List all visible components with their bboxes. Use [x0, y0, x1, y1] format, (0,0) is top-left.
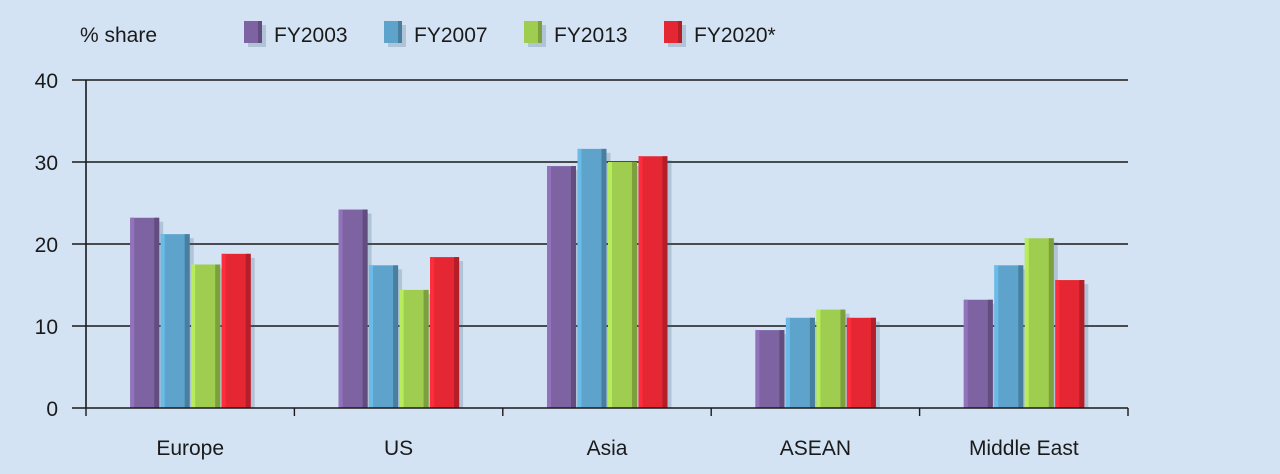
bar-highlight: [338, 209, 343, 408]
legend-label: FY2013: [554, 24, 628, 47]
bar-edge: [870, 317, 876, 408]
legend-label: FY2003: [274, 24, 348, 47]
bar-highlight: [191, 264, 196, 408]
bar-highlight: [963, 299, 968, 408]
bar-edge: [809, 317, 815, 408]
bar-highlight: [430, 257, 435, 408]
bar-edge: [393, 265, 399, 408]
x-tick-label: ASEAN: [780, 437, 851, 460]
bar-edge: [454, 257, 460, 408]
bar-edge: [1048, 238, 1054, 408]
legend-label: FY2020*: [694, 24, 776, 47]
bar-edge: [632, 162, 637, 408]
y-tick-label: 30: [35, 152, 58, 175]
y-tick-label: 0: [46, 398, 58, 421]
bar-highlight: [785, 317, 790, 408]
bar-highlight: [221, 253, 226, 408]
legend-swatch-edge: [258, 21, 262, 43]
bar-edge: [1018, 265, 1024, 408]
bar-highlight: [547, 166, 551, 408]
y-tick-label: 40: [35, 70, 58, 93]
bar-edge: [601, 148, 607, 408]
x-tick-label: Europe: [156, 437, 224, 460]
bar-highlight: [608, 162, 612, 408]
bar-edge: [571, 166, 576, 408]
axes: [72, 80, 1129, 416]
bar-highlight: [816, 309, 821, 408]
bar-highlight: [994, 265, 999, 408]
bar-edge: [184, 234, 190, 408]
bar-edge: [840, 309, 846, 408]
bar-edge: [987, 299, 993, 408]
bar-highlight: [1055, 280, 1060, 408]
x-tick-label: Middle East: [969, 437, 1079, 460]
bar-highlight: [755, 330, 760, 408]
legend-label: FY2007: [414, 24, 488, 47]
bar-highlight: [577, 148, 582, 408]
legend-swatch-edge: [538, 21, 542, 43]
bar-edge: [779, 330, 785, 408]
x-axis: Europe US Asia ASEAN Middle East: [156, 437, 1078, 460]
y-tick-label: 10: [35, 316, 58, 339]
bar-edge: [362, 209, 368, 408]
bars: [130, 148, 1089, 408]
bar-highlight: [369, 265, 374, 408]
bar-edge: [245, 253, 251, 408]
bar-edge: [154, 217, 160, 408]
y-tick-label: 20: [35, 234, 58, 257]
legend: FY2003 FY2007 FY2013 FY2020*: [244, 21, 776, 47]
y-axis: 0 10 20 30 40: [35, 70, 58, 421]
bar-edge: [215, 264, 221, 408]
bar-edge: [662, 156, 668, 408]
legend-swatch-edge: [398, 21, 402, 43]
y-axis-label: % share: [80, 24, 157, 47]
bar-highlight: [1024, 238, 1029, 408]
bar-highlight: [160, 234, 165, 408]
legend-swatch: [664, 21, 682, 43]
x-tick-label: Asia: [587, 437, 628, 460]
legend-swatch: [384, 21, 402, 43]
legend-swatch: [244, 21, 262, 43]
legend-swatch-edge: [678, 21, 682, 43]
bar-edge: [423, 289, 429, 408]
bar-edge: [1079, 280, 1085, 408]
x-tick-label: US: [384, 437, 413, 460]
bar-highlight: [399, 289, 404, 408]
bar-highlight: [130, 217, 135, 408]
legend-swatch: [524, 21, 542, 43]
bar-highlight: [846, 317, 851, 408]
bar-highlight: [638, 156, 643, 408]
